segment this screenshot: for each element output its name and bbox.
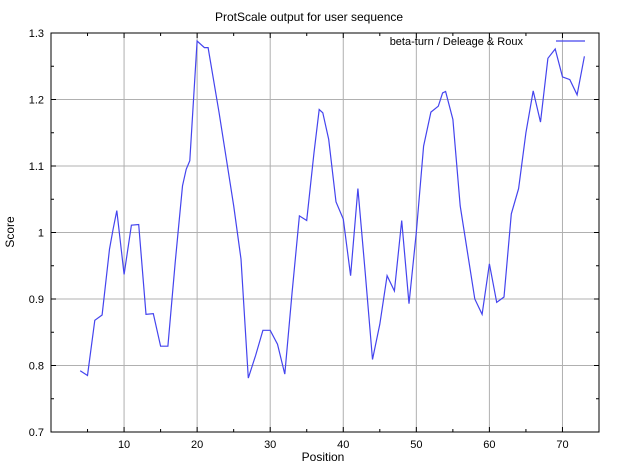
y-tick-label: 0.9 xyxy=(29,294,44,306)
x-tick-label: 30 xyxy=(264,439,276,451)
y-tick-labels: 0.7 0.8 0.9 1 1.1 1.2 1.3 xyxy=(29,28,44,439)
y-axis-label: Score xyxy=(3,216,17,248)
y-tick-label: 1.1 xyxy=(29,161,44,173)
y-tick-label: 1.2 xyxy=(29,95,44,107)
y-tick-label: 0.8 xyxy=(29,361,44,373)
x-tick-label: 40 xyxy=(337,439,349,451)
x-tick-label: 70 xyxy=(556,439,568,451)
x-tick-label: 10 xyxy=(118,439,130,451)
series-line xyxy=(79,39,585,379)
legend: beta-turn / Deleage & Roux xyxy=(390,36,585,48)
axis-ticks xyxy=(51,32,599,433)
y-tick-label: 0.7 xyxy=(29,427,44,439)
x-tick-label: 20 xyxy=(191,439,203,451)
legend-label: beta-turn / Deleage & Roux xyxy=(390,36,524,48)
chart-title: ProtScale output for user sequence xyxy=(215,10,403,24)
x-tick-label: 50 xyxy=(410,439,422,451)
x-axis-label: Position xyxy=(302,450,345,464)
x-tick-labels: 10 20 30 40 50 60 70 xyxy=(118,439,569,451)
x-tick-label: 60 xyxy=(483,439,495,451)
y-tick-label: 1.3 xyxy=(29,28,44,40)
y-tick-label: 1 xyxy=(38,228,44,240)
